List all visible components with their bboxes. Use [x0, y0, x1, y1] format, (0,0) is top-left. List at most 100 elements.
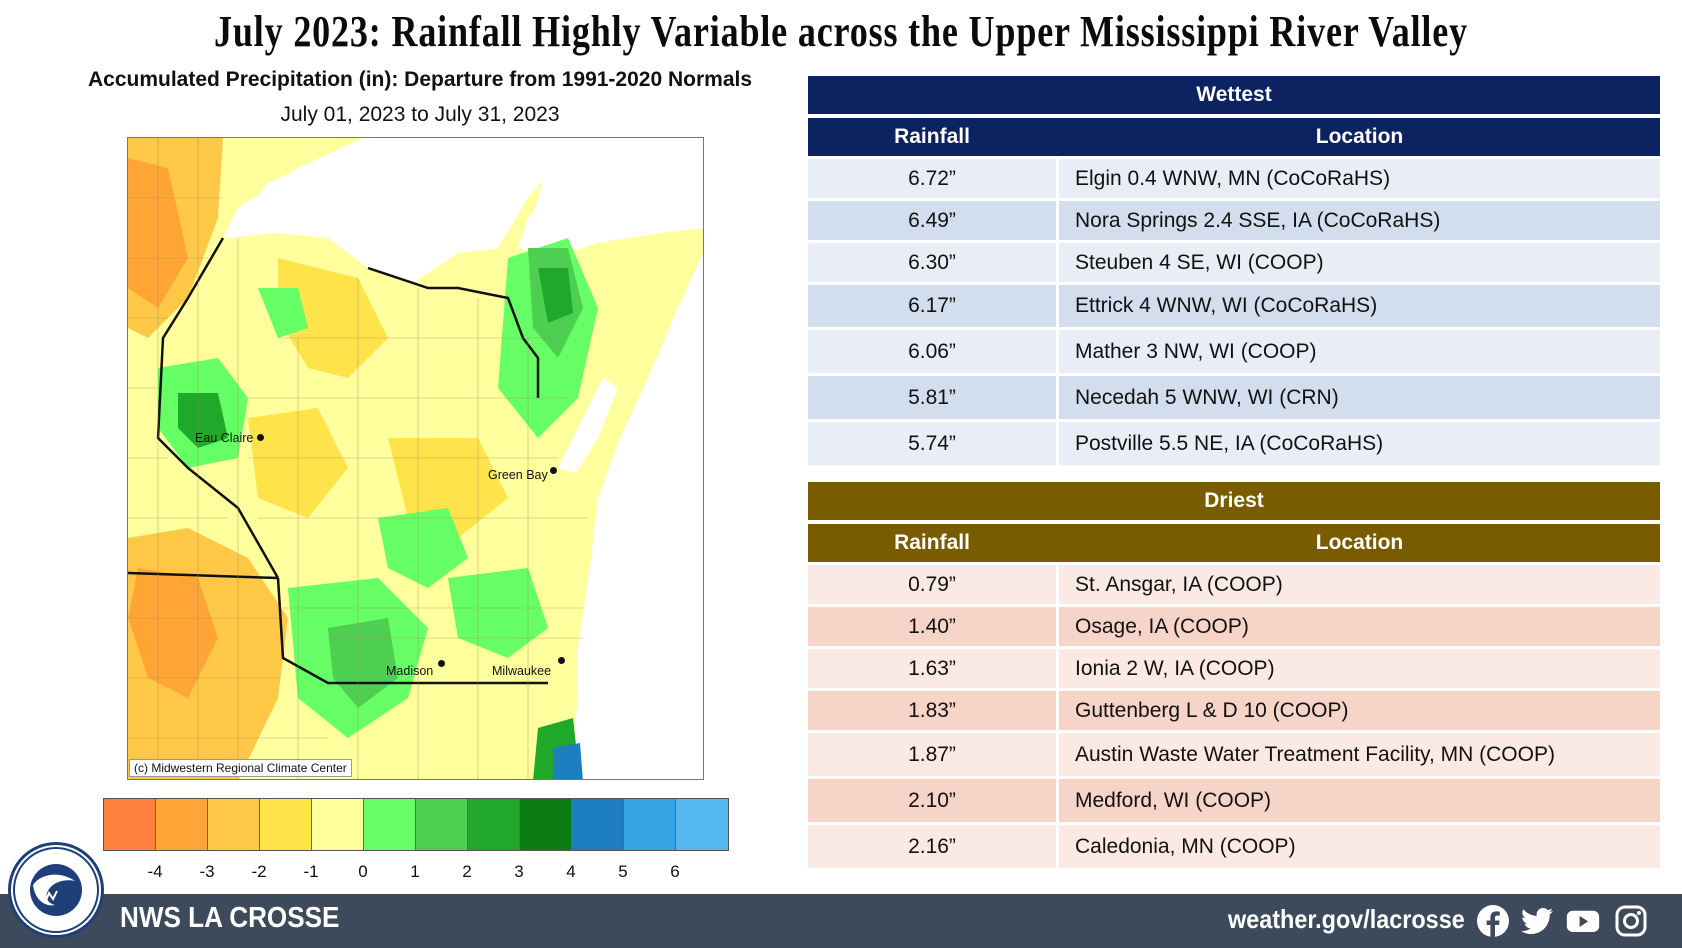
instagram-icon[interactable]: [1614, 904, 1648, 938]
rainfall-value: 5.81”: [908, 385, 956, 409]
location-value: Austin Waste Water Treatment Facility, M…: [1056, 733, 1660, 776]
dry-area-wisconsin-north: [278, 258, 388, 378]
very-wet-area-eau-claire: [178, 393, 228, 448]
footer-url[interactable]: weather.gov/lacrosse: [1228, 904, 1465, 934]
lake-superior: [223, 138, 703, 278]
rainfall-value: 2.10”: [908, 788, 956, 812]
legend-swatch: [520, 799, 572, 850]
legend-tick-label: -3: [199, 862, 215, 881]
table-row: 1.87” Austin Waste Water Treatment Facili…: [808, 730, 1660, 776]
county-boundaries: [128, 138, 588, 779]
legend-swatch: [416, 799, 468, 850]
table-row: 5.81” Necedah 5 WNW, WI (CRN): [808, 373, 1660, 419]
green-bay-marker: [550, 467, 557, 474]
legend-tick-label: 3: [514, 862, 524, 881]
rainfall-value: 5.74”: [908, 431, 956, 455]
city-label: Madison: [386, 664, 434, 678]
location-value: Mather 3 NW, WI (COOP): [1056, 330, 1660, 373]
nws-emblem-icon: [13, 847, 99, 933]
legend-tick-label: -1: [303, 862, 319, 881]
wettest-header: Wettest: [808, 76, 1660, 114]
rainfall-column-header: Rainfall: [894, 125, 970, 148]
footer-bar: NWS LA CROSSE weather.gov/lacrosse: [0, 894, 1682, 948]
legend-tick-label: 0: [358, 862, 368, 881]
legend-swatch: [468, 799, 520, 850]
location-column-header: Location: [1315, 531, 1404, 554]
rainfall-value: 6.49”: [908, 208, 956, 232]
youtube-icon[interactable]: [1566, 904, 1600, 938]
eau-claire-marker: [257, 434, 264, 441]
wisconsin-michigan-border: [367, 266, 540, 398]
green-bay-water: [558, 378, 618, 473]
legend-swatch: [260, 799, 312, 850]
location-value: Elgin 0.4 WNW, MN (CoCoRaHS): [1056, 159, 1660, 198]
table-row: 0.79” St. Ansgar, IA (COOP): [808, 562, 1660, 604]
facebook-icon[interactable]: [1476, 904, 1510, 938]
table-row: 1.83” Guttenberg L & D 10 (COOP): [808, 688, 1660, 730]
rainfall-value: 1.87”: [908, 742, 956, 766]
wetter-area-southwest-wi: [328, 618, 398, 708]
legend-swatch: [364, 799, 416, 850]
table-row: 2.16” Caledonia, MN (COOP): [808, 822, 1660, 868]
map-copyright: (c) Midwestern Regional Climate Center: [129, 759, 352, 777]
driest-column-headers: Rainfall Location: [808, 524, 1660, 562]
nws-logo: [8, 842, 104, 938]
legend-swatch: [624, 799, 676, 850]
map-date-range: July 01, 2023 to July 31, 2023: [280, 103, 560, 126]
footer-brand: NWS LA CROSSE: [120, 902, 340, 934]
rainfall-value: 6.30”: [908, 250, 956, 274]
legend-swatch: [572, 799, 624, 850]
rainfall-value: 6.06”: [908, 339, 956, 363]
milwaukee-marker: [558, 657, 565, 664]
legend-swatch: [156, 799, 208, 850]
location-value: Nora Springs 2.4 SSE, IA (CoCoRaHS): [1056, 201, 1660, 240]
legend-tick-label: 5: [618, 862, 628, 881]
precipitation-departure-map: Eau Claire Green Bay Madison Milwaukee (…: [127, 137, 704, 780]
map-title: Accumulated Precipitation (in): Departur…: [87, 68, 753, 91]
page-title: July 2023: Rainfall Highly Variable acro…: [214, 7, 1468, 56]
very-wet-area-southeast: [553, 743, 583, 779]
legend-tick-label: 2: [462, 862, 472, 881]
legend-swatch: [104, 799, 156, 850]
rainfall-value: 1.40”: [908, 614, 956, 638]
wisconsin-illinois-border: [276, 577, 548, 685]
city-label: Eau Claire: [195, 431, 254, 445]
driest-table: Driest Rainfall Location 0.79” St. Ansgar…: [808, 482, 1660, 868]
legend-tick-label: 6: [670, 862, 680, 881]
location-value: Postville 5.5 NE, IA (CoCoRaHS): [1056, 422, 1660, 465]
color-legend: [103, 798, 729, 851]
location-value: Osage, IA (COOP): [1056, 607, 1660, 646]
table-row: 1.40” Osage, IA (COOP): [808, 604, 1660, 646]
legend-tick-label: 4: [566, 862, 576, 881]
twitter-icon[interactable]: [1520, 904, 1554, 938]
table-row: 6.30” Steuben 4 SE, WI (COOP): [808, 240, 1660, 282]
map-graphic: [128, 138, 703, 779]
location-value: Caledonia, MN (COOP): [1056, 825, 1660, 868]
driest-rows: 0.79” St. Ansgar, IA (COOP) 1.40” Osage, IA…: [808, 562, 1660, 868]
location-value: Guttenberg L & D 10 (COOP): [1056, 691, 1660, 730]
legend-swatch: [676, 799, 728, 850]
rainfall-value: 1.83”: [908, 698, 956, 722]
very-dry-area-iowa: [128, 568, 218, 698]
rainfall-column-header: Rainfall: [894, 531, 970, 554]
wet-area-central-wi: [378, 508, 468, 588]
legend-tick-label: 1: [410, 862, 420, 881]
location-value: Medford, WI (COOP): [1056, 779, 1660, 822]
city-label: Milwaukee: [492, 664, 552, 678]
rainfall-value: 6.17”: [908, 294, 956, 317]
rainfall-value: 1.63”: [908, 656, 956, 680]
legend-tick-label: -2: [251, 862, 267, 881]
wet-area-east-central: [448, 568, 548, 658]
table-row: 6.17” Ettrick 4 WNW, WI (CoCoRaHS): [808, 282, 1660, 327]
location-value: Ettrick 4 WNW, WI (CoCoRaHS): [1056, 285, 1660, 327]
wettest-rows: 6.72” Elgin 0.4 WNW, MN (CoCoRaHS) 6.49” No…: [808, 156, 1660, 465]
table-row: 2.10” Medford, WI (COOP): [808, 776, 1660, 822]
rainfall-value: 2.16”: [908, 834, 956, 858]
wettest-column-headers: Rainfall Location: [808, 118, 1660, 156]
minnesota-iowa-border: [128, 571, 279, 580]
location-value: Ionia 2 W, IA (COOP): [1056, 649, 1660, 688]
table-row: 5.74” Postville 5.5 NE, IA (CoCoRaHS): [808, 419, 1660, 465]
location-column-header: Location: [1315, 125, 1404, 148]
wettest-table: Wettest Rainfall Location 6.72” Elgin 0.4…: [808, 76, 1660, 465]
rainfall-value: 0.79”: [908, 572, 956, 596]
